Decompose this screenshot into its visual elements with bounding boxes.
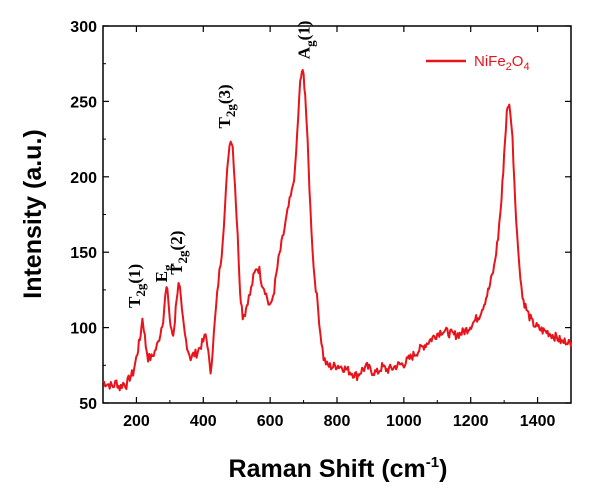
peak-label-sub: 2g	[175, 250, 190, 264]
peak-label-suffix: (1)	[294, 21, 313, 41]
peak-label-suffix: (2)	[167, 231, 186, 251]
legend-label-main: NiFe	[474, 53, 506, 70]
y-tick-label: 150	[70, 245, 97, 262]
x-tick-label: 600	[257, 413, 284, 430]
series-line	[102, 69, 572, 392]
peak-label-sub: g	[160, 264, 175, 271]
y-axis-label: Intensity (a.u.)	[19, 129, 47, 298]
series-layer	[102, 69, 572, 392]
x-tick-label: 400	[190, 413, 217, 430]
x-axis-label-sup: -1	[426, 454, 439, 471]
y-tick-label: 50	[79, 396, 97, 413]
legend-label-sub1: 2	[506, 61, 512, 73]
y-tick-label: 300	[70, 19, 97, 36]
legend-label: NiFe2O4	[474, 53, 530, 73]
peak-label-sub: 2g	[133, 283, 148, 297]
ticks: 200 400 600 800 1000 1200 1400 50 100 150 200 250 30…	[70, 19, 571, 430]
legend: NiFe2O4	[426, 53, 530, 73]
peak-label-base: A	[294, 46, 313, 59]
peak-label-sub: g	[302, 40, 317, 47]
peak-label: Ag(1)	[294, 21, 317, 60]
x-tick-label: 1400	[520, 413, 556, 430]
peak-label: T2g(3)	[215, 84, 238, 128]
x-tick-label: 1200	[453, 413, 489, 430]
y-tick-label: 250	[70, 94, 97, 111]
peak-label-base: T	[215, 117, 234, 129]
x-axis-label-main: Raman Shift (cm	[229, 455, 426, 483]
legend-label-sub2: 4	[523, 61, 529, 73]
peak-label-base: E	[152, 271, 171, 282]
y-tick-label: 200	[70, 170, 97, 187]
peak-label-base: T	[167, 263, 186, 275]
legend-label-mid: O	[512, 53, 524, 70]
peak-label-suffix: (1)	[125, 264, 144, 284]
peak-label: T2g(2)	[167, 231, 190, 275]
peak-label-base: T	[125, 296, 144, 308]
peak-label: Eg	[152, 264, 175, 282]
peak-label-suffix: (3)	[215, 84, 234, 104]
y-tick-label: 100	[70, 321, 97, 338]
x-axis-label-end: )	[439, 455, 447, 483]
peak-label: T2g(1)	[125, 264, 148, 308]
peak-label-sub: 2g	[223, 104, 238, 118]
x-tick-label: 800	[324, 413, 351, 430]
x-tick-label: 1000	[386, 413, 422, 430]
x-axis-label: Raman Shift (cm-1)	[229, 454, 448, 483]
x-tick-label: 200	[123, 413, 150, 430]
